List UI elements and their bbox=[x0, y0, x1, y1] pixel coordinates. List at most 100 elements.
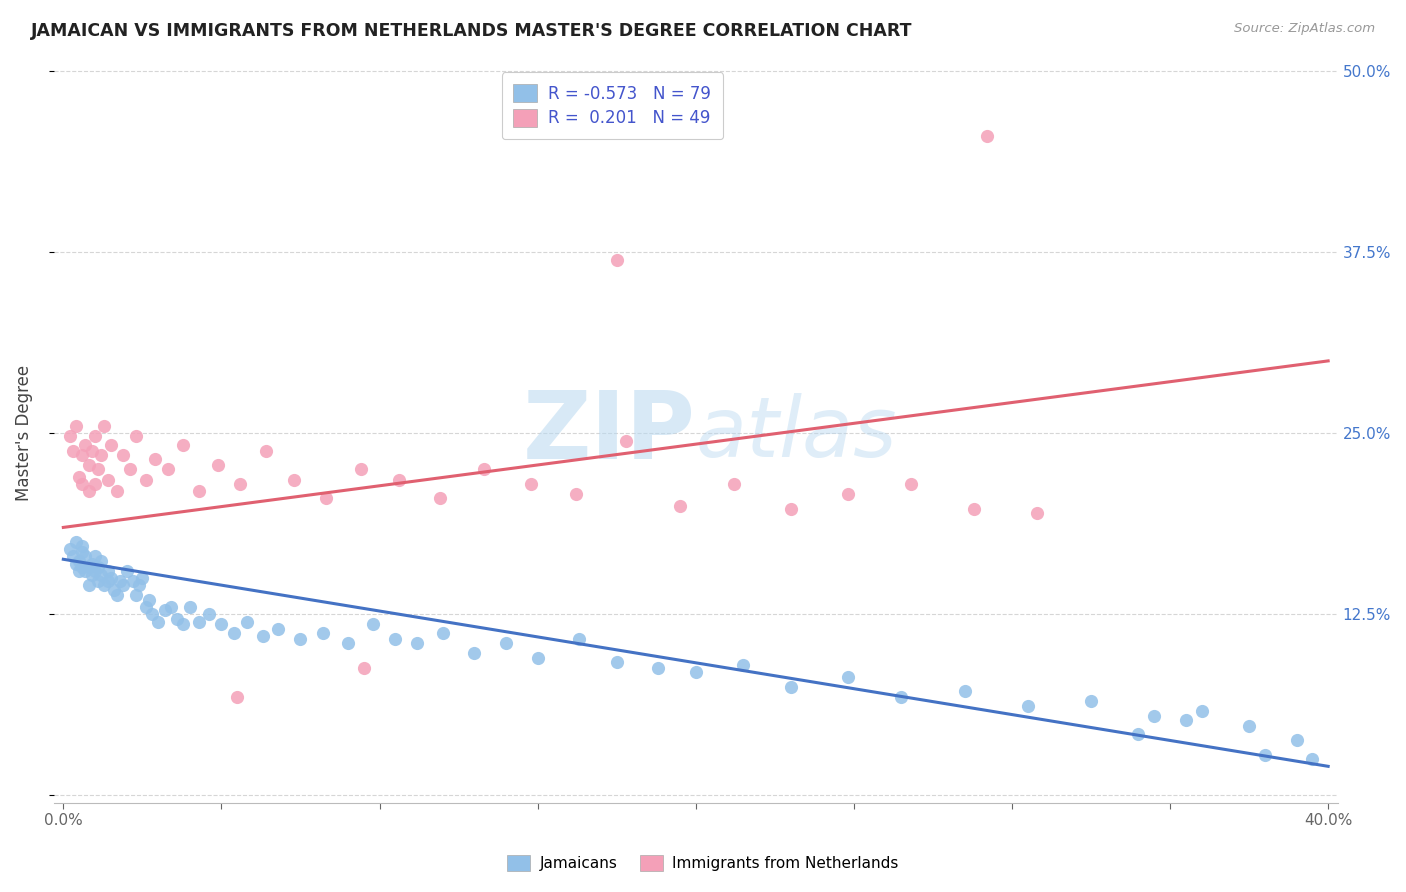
Point bbox=[75, 549, 97, 564]
Point bbox=[131, 571, 153, 585]
Point bbox=[976, 129, 998, 144]
Point bbox=[172, 617, 194, 632]
Point bbox=[1191, 704, 1213, 718]
Point bbox=[315, 491, 337, 506]
Point bbox=[135, 473, 157, 487]
Point bbox=[97, 473, 120, 487]
Point bbox=[75, 438, 97, 452]
Point bbox=[387, 473, 409, 487]
Point bbox=[103, 582, 125, 597]
Point bbox=[135, 600, 157, 615]
Point bbox=[77, 578, 100, 592]
Point bbox=[1301, 752, 1323, 766]
Text: atlas: atlas bbox=[696, 392, 897, 474]
Point bbox=[520, 477, 543, 491]
Point bbox=[779, 501, 801, 516]
Point bbox=[72, 539, 94, 553]
Point bbox=[235, 615, 257, 629]
Point bbox=[72, 448, 94, 462]
Point bbox=[80, 443, 103, 458]
Point bbox=[349, 462, 371, 476]
Point bbox=[65, 419, 87, 434]
Point bbox=[153, 603, 176, 617]
Point bbox=[65, 557, 87, 571]
Point bbox=[188, 484, 211, 499]
Point bbox=[72, 559, 94, 574]
Point bbox=[406, 636, 429, 650]
Y-axis label: Master's Degree: Master's Degree bbox=[15, 365, 32, 501]
Point bbox=[226, 690, 249, 704]
Point bbox=[105, 589, 128, 603]
Point bbox=[685, 665, 707, 680]
Point bbox=[93, 578, 115, 592]
Point bbox=[723, 477, 745, 491]
Point bbox=[90, 448, 112, 462]
Point bbox=[1174, 713, 1197, 727]
Point bbox=[125, 429, 148, 443]
Point bbox=[97, 564, 120, 578]
Point bbox=[1128, 727, 1150, 741]
Point bbox=[115, 564, 138, 578]
Point bbox=[568, 632, 591, 646]
Text: Source: ZipAtlas.com: Source: ZipAtlas.com bbox=[1234, 22, 1375, 36]
Point bbox=[77, 458, 100, 472]
Point bbox=[138, 592, 160, 607]
Point bbox=[361, 617, 384, 632]
Point bbox=[384, 632, 406, 646]
Point bbox=[432, 626, 454, 640]
Point bbox=[72, 477, 94, 491]
Point bbox=[222, 626, 245, 640]
Point bbox=[62, 549, 84, 564]
Point bbox=[1080, 694, 1102, 708]
Point bbox=[141, 607, 163, 622]
Point bbox=[112, 578, 135, 592]
Point bbox=[105, 484, 128, 499]
Point bbox=[311, 626, 333, 640]
Legend: Jamaicans, Immigrants from Netherlands: Jamaicans, Immigrants from Netherlands bbox=[501, 849, 905, 877]
Point bbox=[87, 559, 110, 574]
Point bbox=[229, 477, 252, 491]
Point bbox=[472, 462, 495, 476]
Point bbox=[779, 680, 801, 694]
Point bbox=[110, 574, 132, 588]
Point bbox=[128, 578, 150, 592]
Point bbox=[900, 477, 922, 491]
Point bbox=[733, 657, 755, 672]
Point bbox=[62, 443, 84, 458]
Point bbox=[606, 252, 628, 267]
Point bbox=[97, 574, 120, 588]
Point bbox=[84, 477, 107, 491]
Point bbox=[84, 549, 107, 564]
Point bbox=[80, 568, 103, 582]
Point bbox=[606, 655, 628, 669]
Point bbox=[118, 462, 141, 476]
Point bbox=[837, 669, 859, 683]
Point bbox=[963, 501, 986, 516]
Point bbox=[526, 650, 548, 665]
Point bbox=[283, 473, 305, 487]
Point bbox=[67, 554, 90, 568]
Point bbox=[254, 443, 277, 458]
Point bbox=[1143, 708, 1166, 723]
Point bbox=[290, 632, 312, 646]
Point bbox=[252, 629, 274, 643]
Point bbox=[143, 452, 166, 467]
Point bbox=[1017, 698, 1039, 713]
Point bbox=[122, 574, 145, 588]
Point bbox=[75, 564, 97, 578]
Point bbox=[209, 617, 232, 632]
Point bbox=[87, 574, 110, 588]
Point bbox=[614, 434, 637, 448]
Point bbox=[84, 429, 107, 443]
Point bbox=[197, 607, 219, 622]
Point bbox=[1285, 733, 1308, 747]
Point bbox=[72, 545, 94, 559]
Point bbox=[87, 462, 110, 476]
Point bbox=[166, 612, 188, 626]
Point bbox=[77, 559, 100, 574]
Point bbox=[463, 646, 485, 660]
Point bbox=[336, 636, 359, 650]
Point bbox=[67, 564, 90, 578]
Point bbox=[669, 499, 692, 513]
Point bbox=[1254, 747, 1277, 762]
